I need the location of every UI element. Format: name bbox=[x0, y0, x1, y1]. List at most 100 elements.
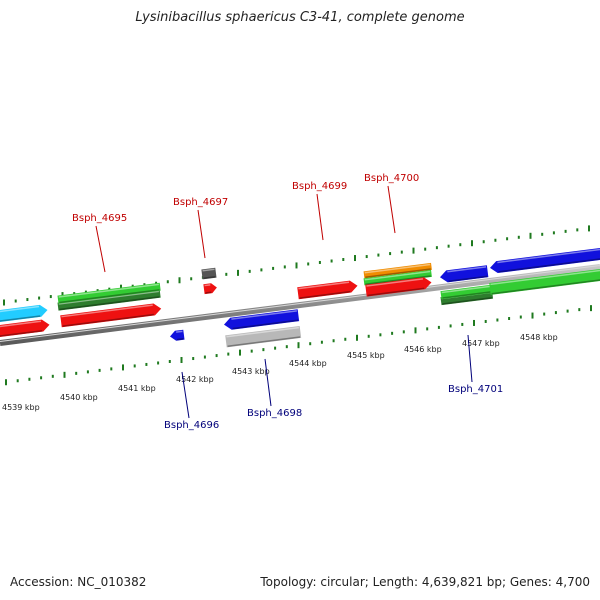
leader-forward-3 bbox=[387, 185, 396, 234]
cds-forward-left-shadow bbox=[0, 329, 43, 339]
gene-labels: Bsph_4695 Bsph_4697 Bsph_4699 Bsph_4700 Bsph… bbox=[72, 173, 503, 431]
gene-dark-green-4695-shine bbox=[58, 290, 159, 305]
gene-cyan-left-body bbox=[0, 304, 48, 324]
gene-green-4701 bbox=[440, 284, 494, 300]
map-title: Lysinibacillus sphaericus C3-41, complet… bbox=[135, 10, 465, 25]
gene-label-forward-0: Bsph_4695 bbox=[72, 213, 127, 224]
cds-4700-body bbox=[365, 277, 432, 297]
gene-cyan-left-shadow bbox=[0, 315, 41, 324]
gene-orange-4700-shadow bbox=[365, 268, 431, 278]
backbone-line bbox=[0, 264, 600, 346]
cds-4696 bbox=[170, 329, 185, 341]
gene-dark-green-4701-shadow bbox=[442, 296, 493, 305]
gene-gray-4697-shadow bbox=[203, 276, 216, 280]
gene-dark-green-4695-shadow bbox=[59, 296, 160, 311]
genome-summary-text: Topology: circular; Length: 4,639,821 bp… bbox=[260, 575, 590, 589]
leader-forward-0 bbox=[95, 225, 106, 273]
cds-forward-left-body bbox=[0, 319, 50, 339]
leader-reverse-0 bbox=[181, 371, 190, 419]
ruler-label-8: 4547 kbp bbox=[462, 339, 500, 348]
cds-4695-body bbox=[60, 303, 162, 328]
cds-4701b-shadow bbox=[498, 257, 600, 273]
gene-gray-4697-shine bbox=[202, 268, 215, 272]
ruler-label-4: 4543 kbp bbox=[232, 367, 270, 376]
cds-4701b-body bbox=[490, 246, 600, 274]
cds-4701b bbox=[490, 246, 600, 274]
gene-gray-4698-shine bbox=[226, 326, 299, 338]
ruler-label-9: 4548 kbp bbox=[520, 333, 558, 342]
ruler-label-1: 4540 kbp bbox=[60, 393, 98, 402]
gene-cyan-left bbox=[0, 304, 48, 324]
kbp-ruler-labels: 4539 kbp 4540 kbp 4541 kbp 4542 kbp 4543 kbp… bbox=[2, 333, 558, 412]
gene-green-4700 bbox=[363, 269, 432, 286]
gene-dark-green-4695 bbox=[57, 289, 161, 311]
cds-4698-shine bbox=[231, 310, 297, 320]
gene-label-reverse-2: Bsph_4701 bbox=[448, 384, 503, 395]
gene-green-4701-shine bbox=[441, 285, 492, 294]
gene-orange-4700 bbox=[363, 262, 432, 279]
cds-4698-body bbox=[224, 309, 300, 330]
cds-4697 bbox=[203, 283, 217, 295]
cds-4701b-shine bbox=[497, 247, 600, 264]
gene-label-forward-2: Bsph_4699 bbox=[292, 181, 347, 192]
gene-green-4701b-shadow bbox=[491, 278, 600, 295]
cds-forward-left-shine bbox=[0, 320, 42, 329]
cds-4700-shadow bbox=[367, 287, 425, 297]
leader-forward-1 bbox=[197, 209, 206, 259]
cds-4699-shadow bbox=[299, 290, 351, 299]
cds-4696-body bbox=[170, 329, 185, 341]
accession-text: Accession: NC_010382 bbox=[10, 575, 147, 589]
cds-4700-shine bbox=[366, 278, 424, 287]
gene-green-4700-shadow bbox=[365, 275, 431, 285]
cds-4700 bbox=[365, 277, 432, 297]
gene-gray-4698 bbox=[225, 325, 302, 348]
gene-gray-4698-shadow bbox=[227, 336, 301, 347]
cds-4699-shine bbox=[298, 281, 350, 290]
cds-4699 bbox=[297, 280, 358, 300]
backbone-highlight bbox=[0, 265, 600, 342]
gene-green-4701b bbox=[489, 267, 600, 295]
cds-4701a bbox=[440, 265, 489, 283]
cds-4701a-shine bbox=[447, 266, 487, 273]
cds-4698-shadow bbox=[232, 319, 299, 330]
gene-green-4701-shadow bbox=[442, 290, 493, 299]
gene-green-4695 bbox=[57, 282, 161, 304]
cds-4696-shine bbox=[176, 330, 183, 333]
gene-green-4700-shine bbox=[364, 270, 431, 281]
gene-gray-4697 bbox=[201, 267, 217, 280]
leader-reverse-2 bbox=[467, 334, 473, 383]
gene-label-reverse-1: Bsph_4698 bbox=[247, 408, 302, 419]
gene-gray-4698-body bbox=[225, 325, 302, 348]
cds-4699-body bbox=[297, 280, 358, 300]
gene-green-4701b-shine bbox=[490, 268, 600, 286]
cds-4697-shine bbox=[204, 284, 211, 287]
gene-cyan-left-shine bbox=[0, 305, 40, 314]
gene-label-forward-3: Bsph_4700 bbox=[364, 173, 419, 184]
ruler-label-3: 4542 kbp bbox=[176, 375, 214, 384]
cds-4695-shadow bbox=[62, 313, 154, 327]
cds-4695 bbox=[60, 303, 162, 328]
ruler-label-7: 4546 kbp bbox=[404, 345, 442, 354]
genome-backbone bbox=[0, 264, 600, 346]
ruler-label-2: 4541 kbp bbox=[118, 384, 156, 393]
gene-green-4695-shadow bbox=[59, 289, 160, 304]
gene-orange-4700-shine bbox=[364, 263, 431, 274]
leader-forward-2 bbox=[316, 193, 324, 241]
ruler-label-5: 4544 kbp bbox=[289, 359, 327, 368]
inner-tick-ring bbox=[5, 305, 592, 386]
cds-4701a-shadow bbox=[448, 275, 488, 282]
gene-track bbox=[0, 246, 600, 348]
gene-label-forward-1: Bsph_4697 bbox=[173, 197, 228, 208]
cds-4695-shine bbox=[61, 304, 153, 318]
cds-4697-shadow bbox=[205, 291, 212, 294]
gene-green-4695-shine bbox=[58, 283, 159, 298]
cds-4698 bbox=[224, 309, 300, 330]
gene-label-reverse-0: Bsph_4696 bbox=[164, 420, 219, 431]
leader-reverse-1 bbox=[264, 358, 272, 407]
cds-4696-shadow bbox=[176, 338, 184, 341]
ruler-label-6: 4545 kbp bbox=[347, 351, 385, 360]
cds-forward-left bbox=[0, 319, 50, 339]
gene-green-4701b-body bbox=[489, 267, 600, 295]
ruler-label-0: 4539 kbp bbox=[2, 403, 40, 412]
